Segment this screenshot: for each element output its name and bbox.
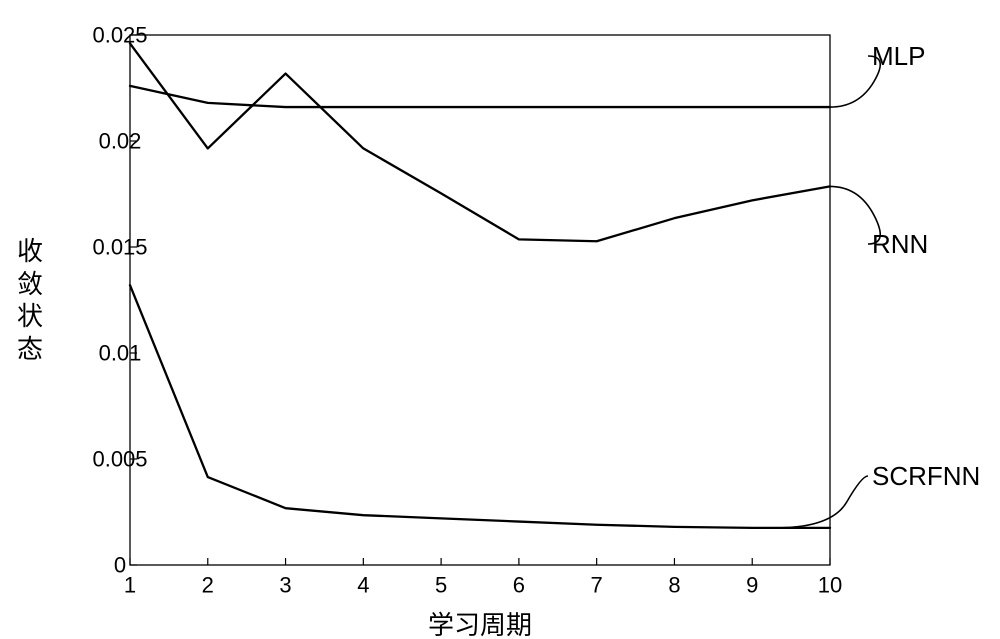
y-tick-label: 0.02 <box>99 129 142 154</box>
x-tick-label: 8 <box>668 573 680 598</box>
series-label-scrfnn: SCRFNN <box>872 461 980 492</box>
y-tick-label: 0.005 <box>92 447 147 472</box>
series-line-scrfnn <box>130 285 830 528</box>
x-tick-label: 4 <box>357 573 369 598</box>
y-tick-label: 0.025 <box>92 23 147 48</box>
chart-svg: 1234567891000.0050.010.0150.020.025 <box>0 0 1000 639</box>
y-tick-label: 0.01 <box>99 341 142 366</box>
y-tick-label: 0.015 <box>92 235 147 260</box>
convergence-chart: 1234567891000.0050.010.0150.020.025 收敛状态… <box>0 0 1000 639</box>
x-tick-label: 5 <box>435 573 447 598</box>
series-line-rnn <box>130 43 830 241</box>
series-label-rnn: RNN <box>872 229 928 260</box>
x-tick-label: 7 <box>591 573 603 598</box>
series-line-mlp <box>130 86 830 107</box>
x-tick-label: 3 <box>279 573 291 598</box>
leader-line-scrfnn <box>776 476 868 528</box>
y-tick-label: 0 <box>114 553 126 578</box>
x-axis-label: 学习周期 <box>428 605 532 639</box>
y-axis-label: 收敛状态 <box>15 235 45 365</box>
series-label-mlp: MLP <box>872 41 925 72</box>
x-tick-label: 6 <box>513 573 525 598</box>
x-tick-label: 2 <box>202 573 214 598</box>
x-tick-label: 9 <box>746 573 758 598</box>
x-tick-label: 10 <box>818 573 842 598</box>
